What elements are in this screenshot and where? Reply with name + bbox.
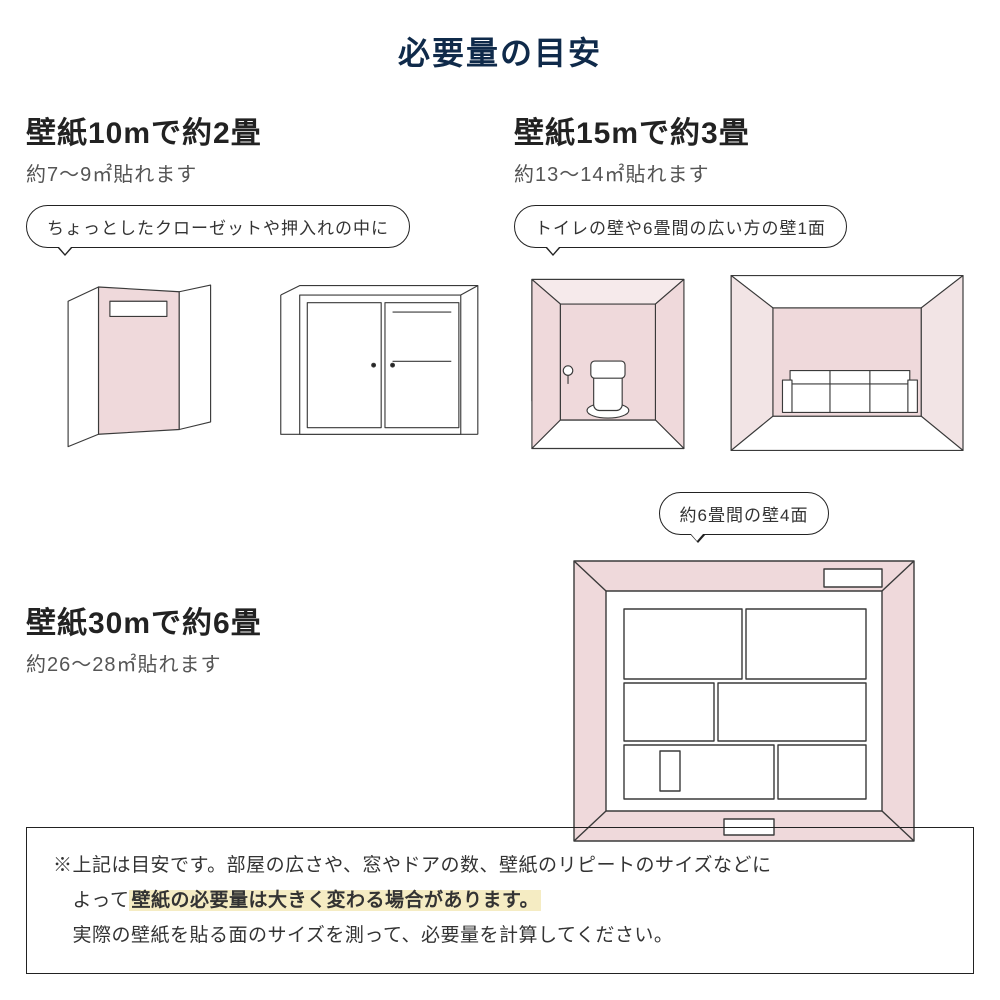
note-box: ※上記は目安です。部屋の広さや、窓やドアの数、壁紙のリピートのサイズなどに よっ… <box>26 827 974 974</box>
block-heading: 壁紙15mで約3畳 <box>514 108 974 152</box>
caption-bubble: 約6畳間の壁4面 <box>659 492 830 535</box>
content-grid: 壁紙10mで約2畳 約7～9㎡貼れます ちょっとしたクローゼットや押入れの中に <box>0 108 1000 851</box>
closet-sliding-icon <box>265 278 486 458</box>
caption-bubble: トイレの壁や6畳間の広い方の壁1面 <box>514 205 847 248</box>
illustration-row <box>514 268 974 458</box>
note-highlight: 壁紙の必要量は大きく変わる場合があります。 <box>129 890 541 911</box>
note-line-3: 実際の壁紙を貼る面のサイズを測って、必要量を計算してください。 <box>53 918 947 953</box>
note-text: ※上記は目安です。部屋の広さや、窓やドアの数、壁紙のリピートのサイズなどに <box>53 855 771 876</box>
block-30m-text: 壁紙30mで約6畳 約26～28㎡貼れます <box>26 488 486 851</box>
living-wall-icon <box>720 268 974 458</box>
block-15m: 壁紙15mで約3畳 約13～14㎡貼れます トイレの壁や6畳間の広い方の壁1面 <box>514 108 974 458</box>
block-heading: 壁紙30mで約6畳 <box>26 598 486 642</box>
page-title: 必要量の目安 <box>0 0 1000 108</box>
caption-bubble: ちょっとしたクローゼットや押入れの中に <box>26 205 410 248</box>
note-line-1: ※上記は目安です。部屋の広さや、窓やドアの数、壁紙のリピートのサイズなどに <box>53 848 947 883</box>
block-30m-illustration: 約6畳間の壁4面 <box>514 488 974 851</box>
block-subtext: 約13～14㎡貼れます <box>514 158 974 187</box>
room-topview-icon <box>554 551 934 851</box>
note-text: よって <box>53 890 129 911</box>
toilet-room-icon <box>514 268 702 458</box>
block-10m: 壁紙10mで約2畳 約7～9㎡貼れます ちょっとしたクローゼットや押入れの中に <box>26 108 486 458</box>
block-subtext: 約7～9㎡貼れます <box>26 158 486 187</box>
note-line-2: よって壁紙の必要量は大きく変わる場合があります。 <box>53 883 947 918</box>
block-heading: 壁紙10mで約2畳 <box>26 108 486 152</box>
closet-open-icon <box>26 268 247 458</box>
illustration-row <box>26 268 486 458</box>
block-subtext: 約26～28㎡貼れます <box>26 648 486 677</box>
